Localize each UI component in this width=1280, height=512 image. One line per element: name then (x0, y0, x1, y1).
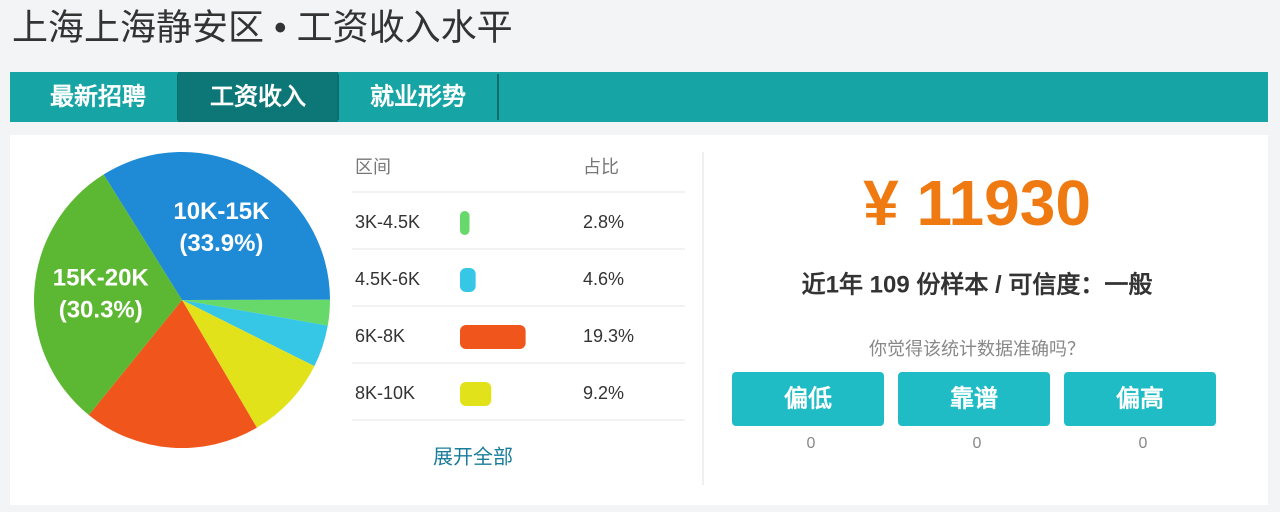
share-bar (460, 268, 476, 292)
pie-slice (88, 300, 257, 448)
share-bar (460, 325, 526, 349)
slice-value-label: (30.3%) (59, 296, 143, 323)
slice-label: 10K-15K (173, 198, 270, 225)
pie-slice (182, 299, 330, 326)
table-header: 区间 (355, 157, 391, 177)
vote-button[interactable] (898, 372, 1050, 426)
slice-label: 15K-20K (53, 264, 150, 291)
range-label: 3K-4.5K (355, 212, 420, 232)
tab[interactable]: 工资收入 (210, 83, 306, 110)
range-label: 6K-8K (355, 326, 405, 346)
sample-detail: 近1年 109 份样本 / 可信度：一般 (802, 270, 1153, 298)
pie-slice (33, 174, 182, 415)
vote-button[interactable] (732, 372, 884, 426)
vote-count: 0 (1139, 435, 1148, 452)
pie-slice (182, 300, 328, 367)
active-tab (178, 72, 338, 122)
range-label: 8K-10K (355, 383, 415, 403)
share-label: 4.6% (583, 269, 624, 289)
share-label: 2.8% (583, 212, 624, 232)
salary-amount: ¥ 11930 (863, 167, 1091, 239)
share-label: 9.2% (583, 383, 624, 403)
expand-link[interactable]: 展开全部 (433, 445, 513, 468)
pie-slice (103, 152, 330, 300)
vote-button-label[interactable]: 偏低 (784, 384, 832, 412)
table-header: 占比 (583, 157, 619, 177)
tab[interactable]: 最新招聘 (50, 82, 146, 110)
vote-count: 0 (973, 435, 982, 452)
page-title: 上海上海静安区 • 工资收入水平 (12, 7, 513, 48)
vote-button[interactable] (1064, 372, 1216, 426)
share-label: 19.3% (583, 326, 634, 346)
slice-value-label: (33.9%) (179, 230, 263, 257)
vote-button-label[interactable]: 偏高 (1116, 384, 1164, 412)
accuracy-question: 你觉得该统计数据准确吗？ (869, 339, 1085, 359)
share-bar (460, 382, 492, 406)
pie-slice (182, 300, 315, 428)
tab[interactable]: 就业形势 (370, 82, 466, 110)
vote-count: 0 (807, 435, 816, 452)
share-bar (460, 211, 470, 235)
vote-button-label[interactable]: 靠谱 (950, 384, 998, 412)
range-label: 4.5K-6K (355, 269, 420, 289)
